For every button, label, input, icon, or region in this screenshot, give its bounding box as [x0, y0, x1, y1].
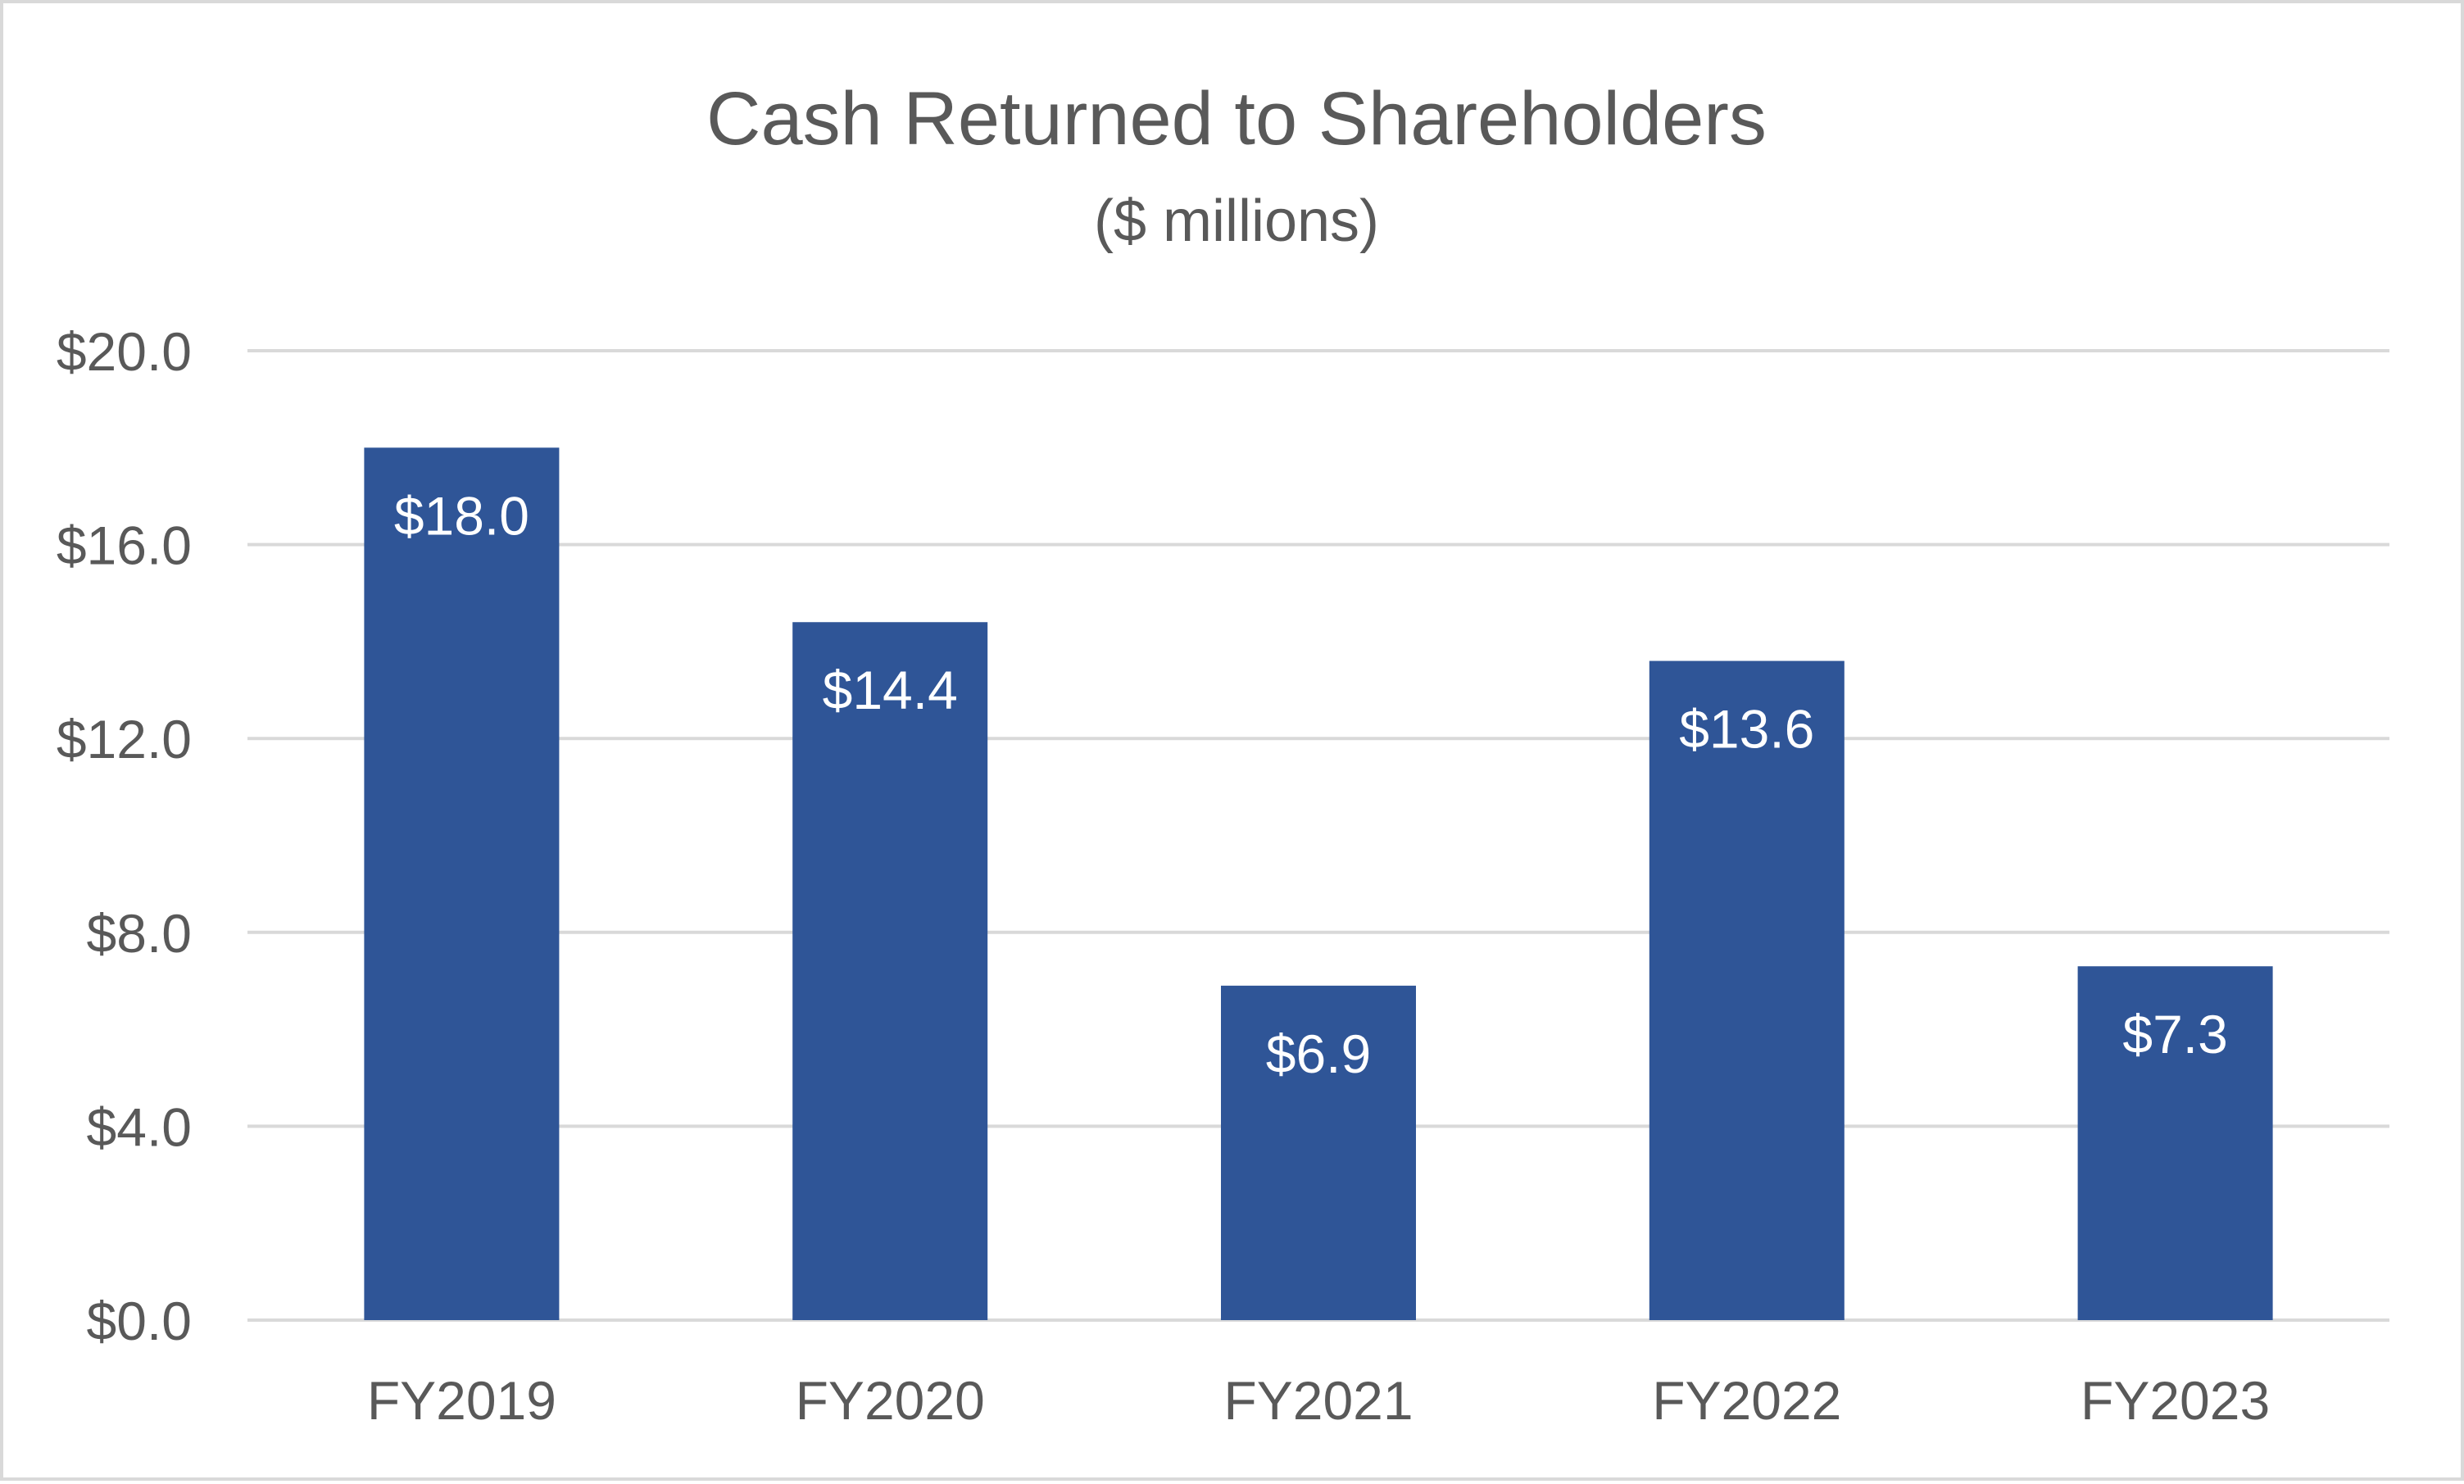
bars [364, 447, 2273, 1320]
chart-subtitle: ($ millions) [1094, 188, 1379, 254]
y-tick-label: $20.0 [57, 321, 192, 382]
bar [1649, 660, 1845, 1320]
x-tick-label: FY2019 [367, 1370, 556, 1431]
y-tick-label: $4.0 [87, 1096, 192, 1157]
data-label: $13.6 [1679, 699, 1814, 760]
bar [792, 622, 988, 1320]
data-label: $6.9 [1266, 1023, 1371, 1084]
y-tick-label: $0.0 [87, 1291, 192, 1351]
data-label: $14.4 [823, 660, 958, 720]
x-tick-label: FY2022 [1652, 1370, 1841, 1431]
bar [364, 447, 560, 1320]
y-tick-label: $8.0 [87, 903, 192, 964]
data-label: $18.0 [394, 485, 529, 546]
data-label: $7.3 [2122, 1004, 2227, 1064]
x-tick-label: FY2020 [796, 1370, 985, 1431]
bar-chart: Cash Returned to Shareholders ($ million… [57, 77, 2389, 1431]
x-tick-label: FY2023 [2081, 1370, 2270, 1431]
y-tick-label: $16.0 [57, 515, 192, 576]
chart-title: Cash Returned to Shareholders [706, 77, 1767, 161]
bar [2077, 966, 2273, 1320]
y-tick-label: $12.0 [57, 709, 192, 769]
x-axis-tick-labels: FY2019 FY2020 FY2021 FY2022 FY2023 [367, 1370, 2270, 1431]
data-labels: $18.0 $14.4 $6.9 $13.6 $7.3 [394, 485, 2228, 1084]
y-axis-tick-labels: $0.0 $4.0 $8.0 $12.0 $16.0 $20.0 [57, 321, 192, 1351]
gridlines [247, 349, 2389, 1322]
x-tick-label: FY2021 [1223, 1370, 1413, 1431]
bar [1221, 985, 1416, 1320]
